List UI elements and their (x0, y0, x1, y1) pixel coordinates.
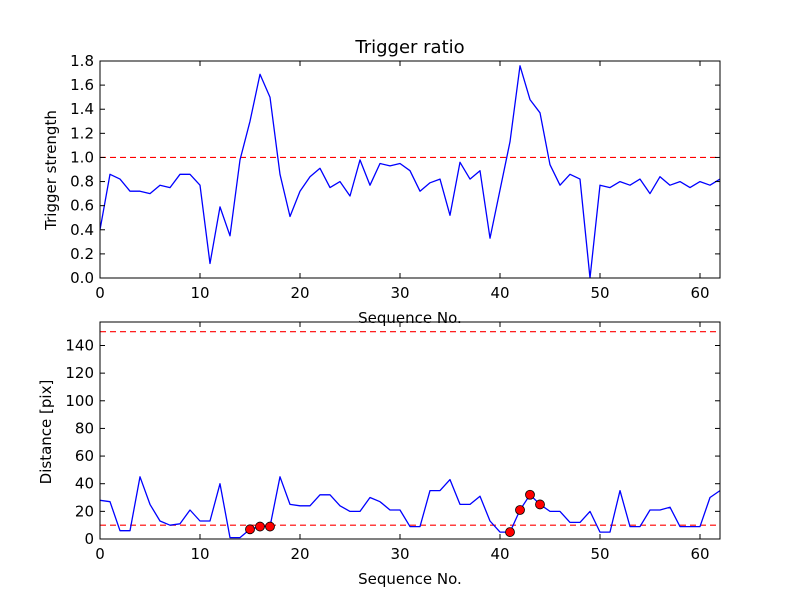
x-tick-label: 10 (190, 284, 209, 302)
y-tick-label: 0 (84, 530, 94, 548)
axes-frame (99, 321, 721, 540)
series-line-0 (100, 65, 720, 278)
chart-title: Trigger ratio (354, 37, 464, 58)
x-tick-label: 40 (490, 284, 509, 302)
y-tick-label: 0.6 (70, 197, 94, 215)
y-axis-label: Trigger strength (42, 110, 60, 231)
x-tick-label: 60 (690, 284, 709, 302)
y-axis-label: Distance [pix] (37, 380, 55, 485)
plot-clip-group (100, 65, 720, 278)
y-tick-label: 1.2 (70, 124, 94, 142)
y-tick-label: 20 (75, 502, 94, 520)
axes-frame (99, 60, 721, 279)
plot-area (100, 65, 720, 278)
y-tick-label: 0.0 (70, 269, 94, 287)
y-tick-label: 140 (65, 336, 94, 354)
x-axis-label: Sequence No. (358, 309, 462, 327)
marker-point-4 (515, 505, 525, 515)
x-tick-label: 60 (690, 545, 709, 563)
x-tick-label: 30 (390, 545, 409, 563)
plot-area (100, 331, 720, 539)
y-tick-label: 40 (75, 475, 94, 493)
y-tick-label: 100 (65, 392, 94, 410)
y-tick-label: 1.8 (70, 52, 94, 70)
y-tick-label: 0.4 (70, 221, 94, 239)
x-axis-label: Sequence No. (358, 570, 462, 588)
y-tick-label: 1.4 (70, 100, 94, 118)
marker-point-0 (245, 524, 255, 535)
y-tick-label: 1.0 (70, 148, 94, 166)
axis-ticks: 0 10 20 30 40 50 60 0.0 0.2 0.4 0.6 0.8 1.0 1.2 1.4 1.6… (70, 52, 720, 302)
marker-point-6 (535, 499, 545, 510)
x-tick-label: 40 (490, 545, 509, 563)
x-tick-label: 10 (190, 545, 209, 563)
plot-clip-group (100, 331, 720, 539)
y-tick-label: 120 (65, 364, 94, 382)
x-tick-label: 50 (590, 284, 609, 302)
y-tick-label: 0.8 (70, 173, 94, 191)
x-tick-label: 20 (290, 545, 309, 563)
x-tick-label: 0 (95, 284, 105, 302)
x-tick-label: 50 (590, 545, 609, 563)
x-tick-label: 20 (290, 284, 309, 302)
x-tick-label: 30 (390, 284, 409, 302)
marker-point-5 (525, 489, 535, 500)
y-tick-label: 1.6 (70, 76, 94, 94)
y-tick-label: 0.2 (70, 245, 94, 263)
marker-point-1 (255, 521, 265, 532)
x-tick-label: 0 (95, 545, 105, 563)
distance-chart: 0 10 20 30 40 50 60 0 20 40 60 80 100 120 140 Sequence… (37, 321, 721, 588)
y-tick-label: 80 (75, 419, 94, 437)
series-line-0 (100, 476, 720, 539)
axis-ticks: 0 10 20 30 40 50 60 0 20 40 60 80 100 120 140 (65, 322, 720, 563)
y-tick-label: 60 (75, 447, 94, 465)
marker-point-3 (505, 527, 515, 537)
marker-point-2 (265, 521, 275, 532)
